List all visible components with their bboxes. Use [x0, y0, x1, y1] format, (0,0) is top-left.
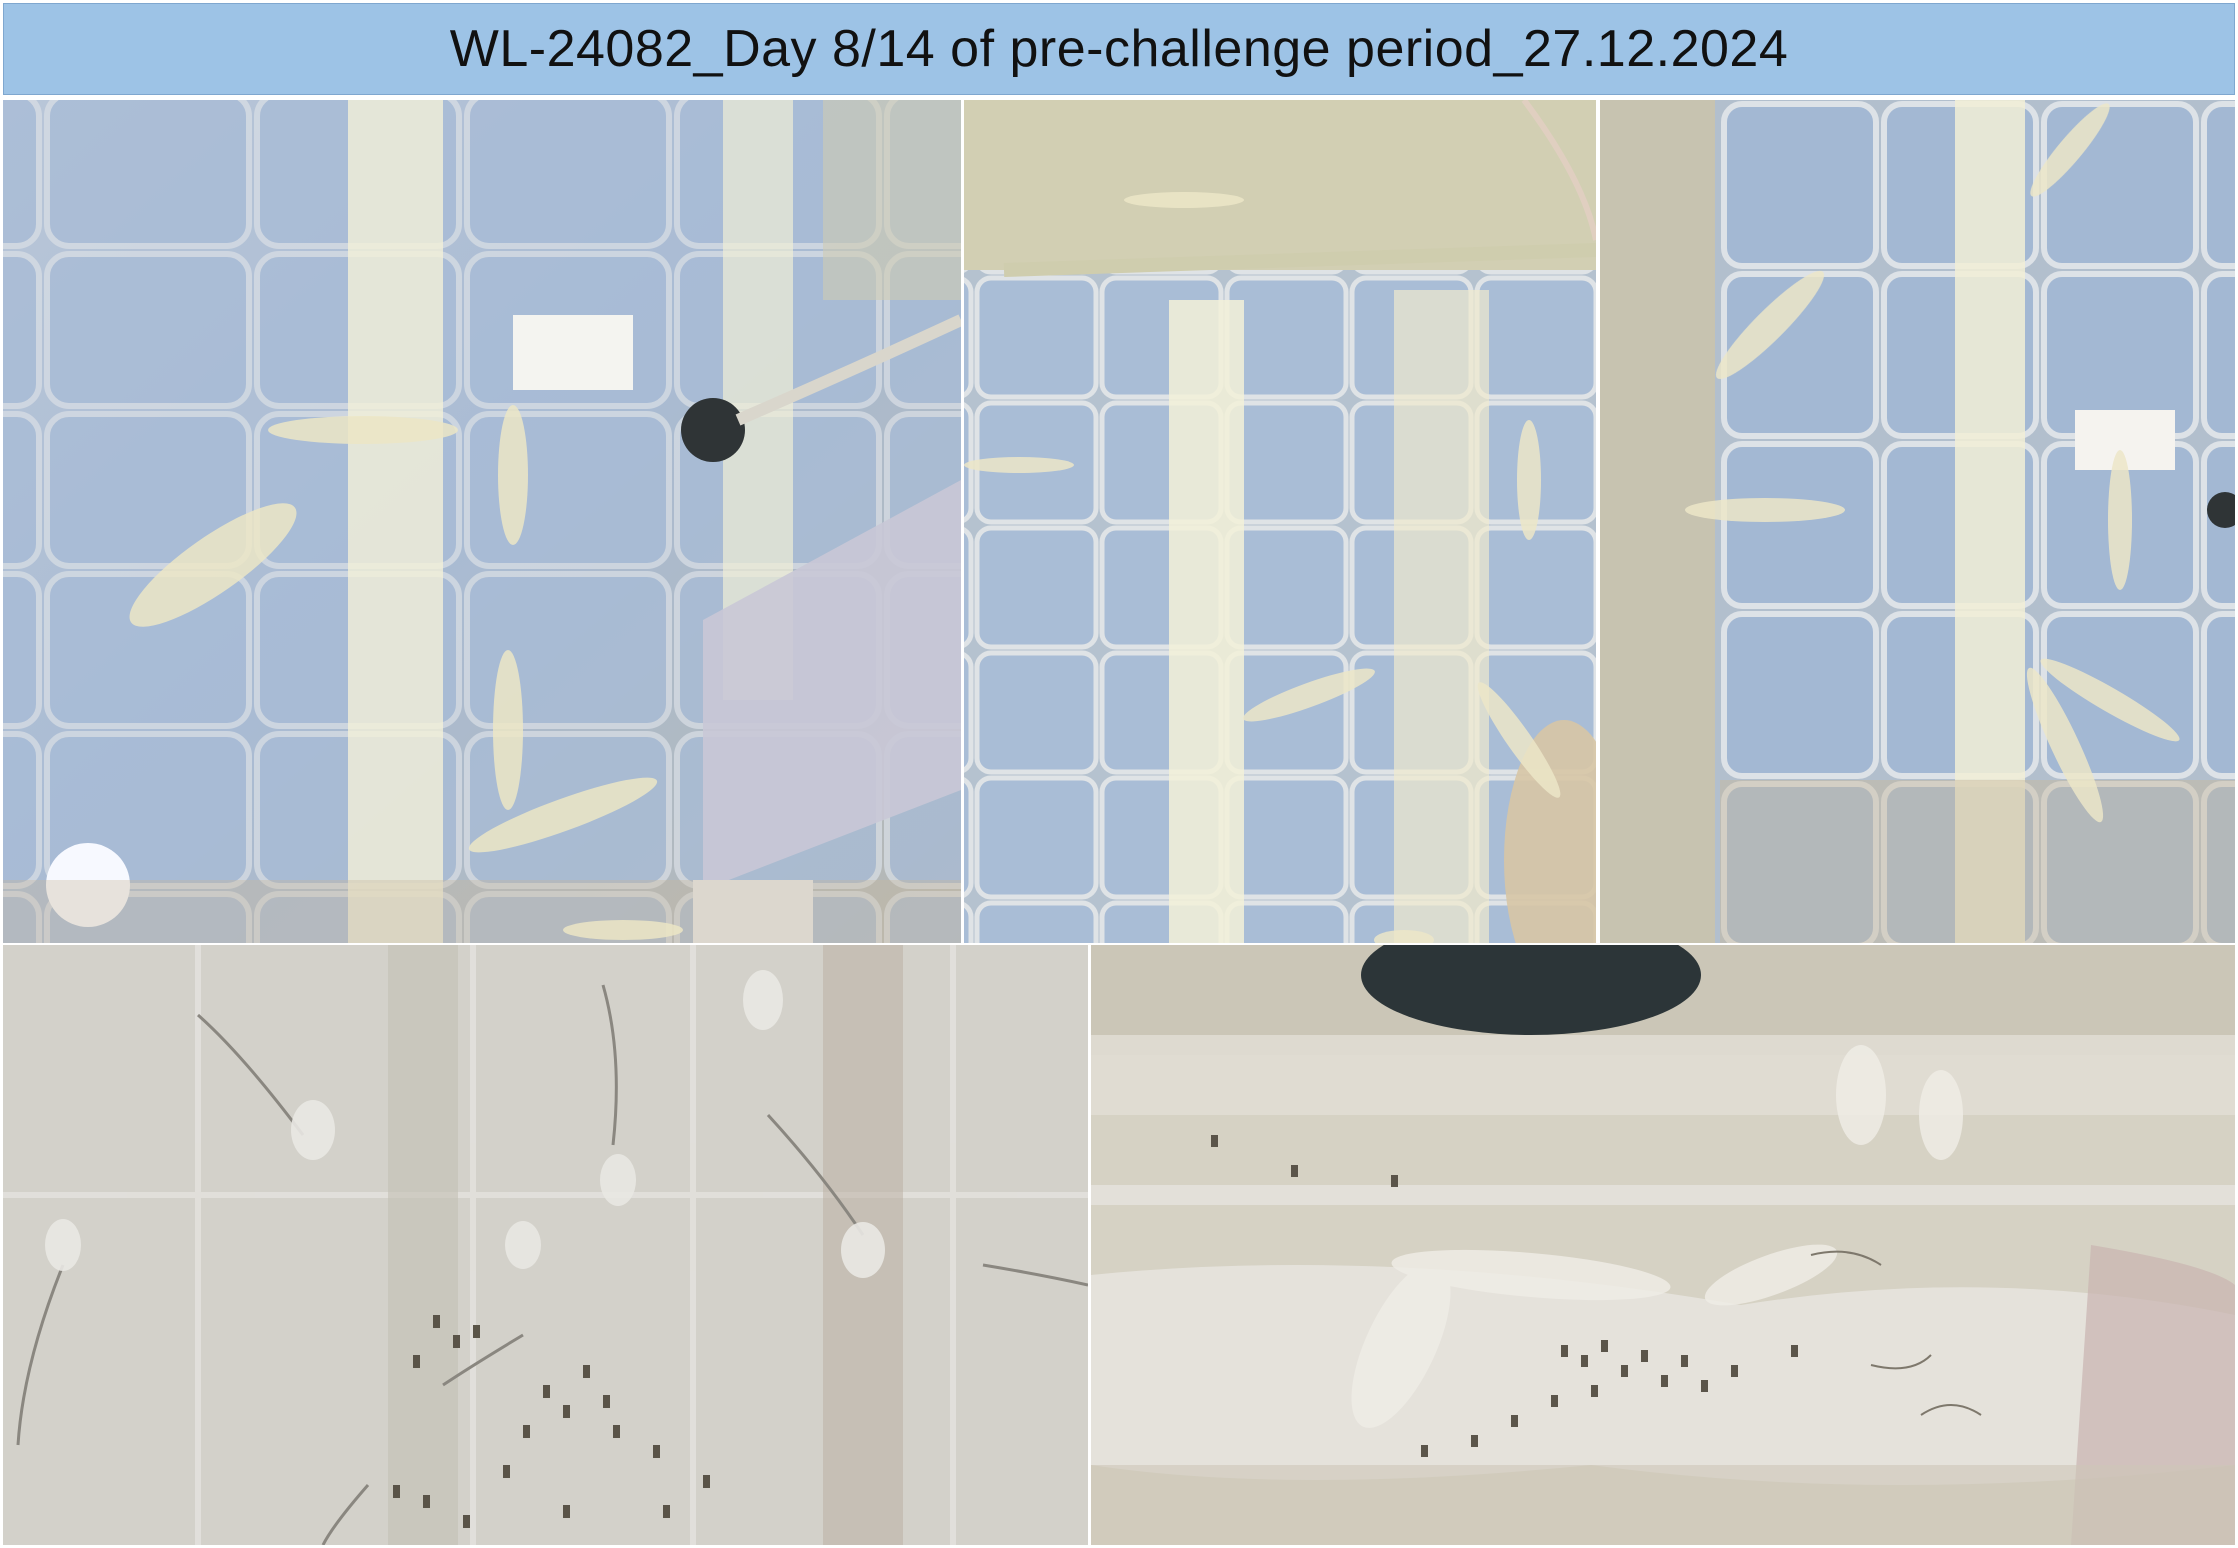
photo-shrimp-feed-2 — [1091, 945, 2235, 1545]
photo-shrimp-tank-2 — [964, 100, 1596, 943]
title-banner: WL-24082_Day 8/14 of pre-challenge perio… — [3, 3, 2235, 95]
page-title: WL-24082_Day 8/14 of pre-challenge perio… — [449, 20, 1789, 78]
photo-shrimp-feed-1 — [3, 945, 1088, 1545]
photo-shrimp-tank-1 — [3, 100, 961, 943]
photo-shrimp-tank-3 — [1600, 100, 2235, 943]
